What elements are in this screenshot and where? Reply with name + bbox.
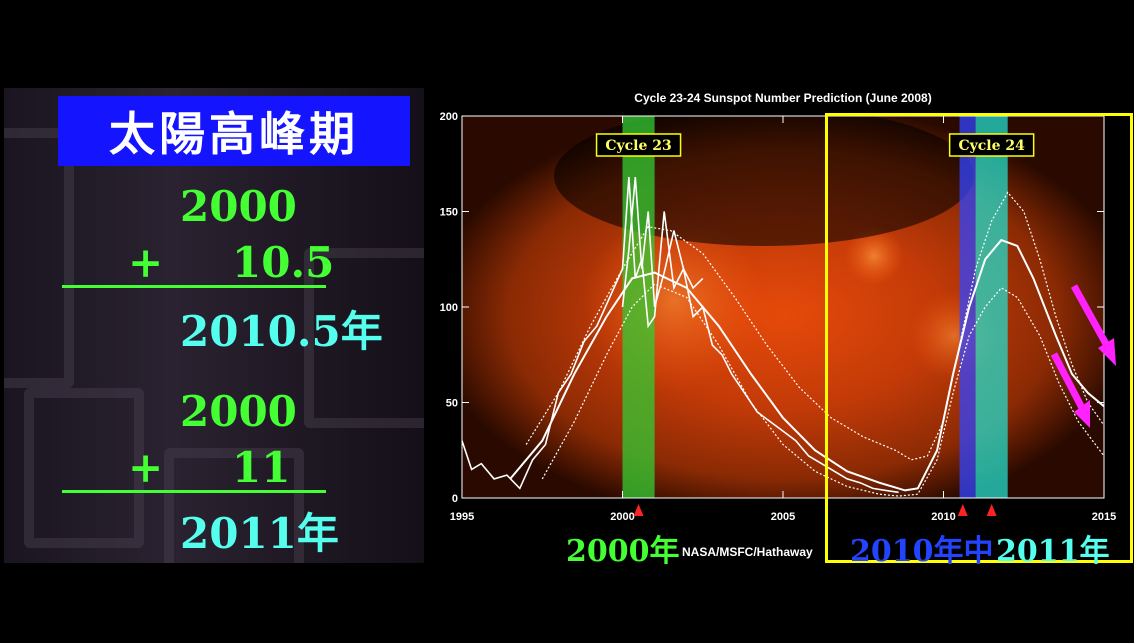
y-tick-label: 0 — [452, 493, 458, 505]
calc1-addend: 10.5 — [232, 238, 335, 287]
background-decoration — [24, 388, 144, 548]
sunspot-chart: Cycle 23 Cycle 24 0 50 100 150 200 1995 2000 200… — [434, 86, 1124, 566]
series-line — [621, 177, 704, 308]
caption-2010-mid: 2010年中 — [850, 534, 994, 569]
caption-2000: 2000年 — [566, 534, 680, 569]
cycle-label-box — [948, 133, 1035, 157]
credit-label: NASA/MSFC/Hathaway — [682, 545, 813, 559]
calc1-operator: + — [128, 238, 164, 287]
series-line — [509, 238, 1105, 492]
decline-arrows — [1050, 284, 1116, 428]
year-marker — [986, 504, 997, 516]
calc2-operator: + — [128, 443, 164, 492]
year-marker — [633, 504, 644, 516]
x-tick-label: 2005 — [771, 511, 795, 523]
y-tick-label: 150 — [440, 207, 458, 219]
series-line — [541, 283, 1105, 497]
background-decoration — [4, 128, 74, 388]
calc1-base: 2000 — [180, 182, 297, 231]
year-marker — [957, 504, 968, 516]
highlight-band — [959, 116, 976, 498]
y-tick-label: 100 — [440, 302, 458, 314]
background-decoration — [164, 448, 304, 563]
calc2-result: 2011年 — [180, 509, 339, 558]
y-tick-label: 200 — [440, 111, 458, 123]
slide-title: 太陽高峰期 — [58, 96, 410, 166]
series-line — [525, 191, 1105, 461]
x-tick-label: 2010 — [931, 511, 955, 523]
x-tick-label: 2015 — [1092, 511, 1116, 523]
calc1-result: 2010.5年 — [180, 307, 383, 356]
calc2-base: 2000 — [180, 387, 297, 436]
y-tick-label: 50 — [446, 398, 458, 410]
calc2-rule — [62, 490, 326, 493]
x-tick-label: 2000 — [610, 511, 634, 523]
chart-svg: Cycle 23 Cycle 24 0 50 100 150 200 1995 2000 200… — [440, 91, 1117, 523]
calc1-rule — [62, 285, 326, 288]
highlight-band — [622, 116, 655, 498]
calc2-addend: 11 — [232, 443, 291, 492]
x-tick-label: 1995 — [450, 511, 474, 523]
cycle-label-box — [595, 133, 682, 157]
caption-2011: 2011年 — [996, 534, 1110, 569]
chart-title: Cycle 23-24 Sunspot Number Prediction (J… — [634, 91, 931, 105]
cycle-label: Cycle 23 — [605, 138, 671, 154]
cycle-label: Cycle 24 — [958, 138, 1025, 154]
highlight-band — [975, 116, 1008, 498]
background-decoration — [304, 248, 424, 428]
left-panel — [4, 88, 424, 563]
cycle24-highlight-box — [825, 113, 1133, 563]
